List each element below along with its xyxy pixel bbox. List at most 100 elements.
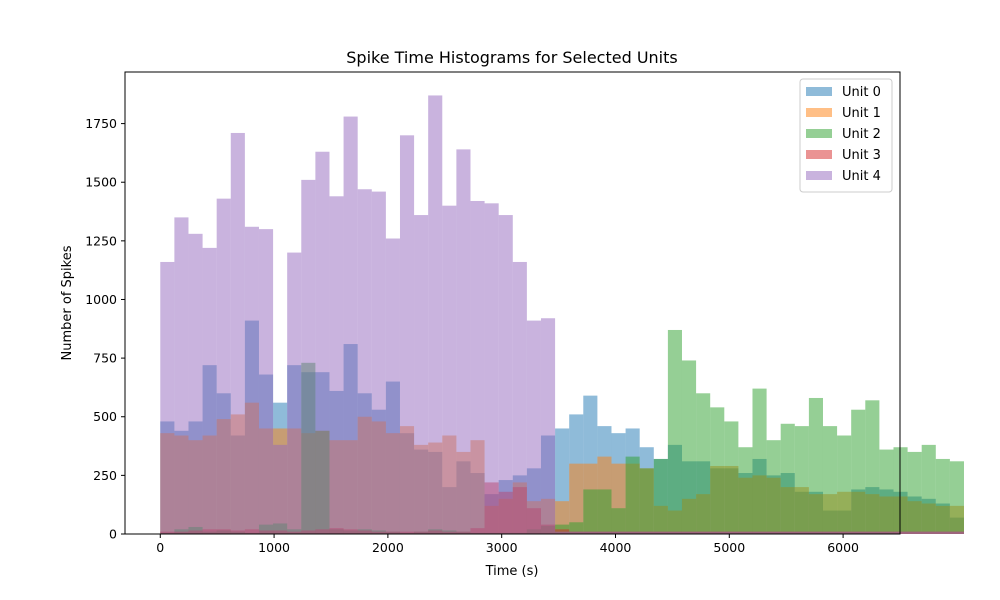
legend-label: Unit 4 [842,169,881,184]
histogram-bar [766,531,781,534]
histogram-bar [428,95,443,534]
histogram-bar [399,135,415,534]
histogram-bar [526,320,541,534]
x-tick-label: 1000 [258,540,290,555]
histogram-bar [949,461,964,534]
bars-layer [160,95,964,535]
legend-label: Unit 2 [842,127,881,142]
histogram-bar [160,261,175,534]
histogram-bar [738,531,753,534]
histogram-bar [639,468,654,534]
histogram-bar [837,531,852,534]
histogram-bar [921,531,936,534]
histogram-bar [230,132,245,534]
histogram-bar [738,447,753,534]
histogram-bar [555,531,570,534]
histogram-bar [851,409,866,534]
histogram-bar [216,198,231,534]
x-tick-label: 2000 [372,540,404,555]
histogram-bar [667,329,682,534]
histogram-bar [893,531,908,534]
histogram-bar [357,189,372,534]
histogram-bar [724,421,739,534]
y-tick-label: 750 [93,351,117,366]
histogram-bar [724,531,739,534]
histogram-bar [794,531,809,534]
histogram-bar [921,444,936,534]
histogram-bar [569,463,584,534]
y-tick-label: 1000 [85,292,117,307]
histogram-bar [851,531,866,534]
histogram-bar [385,238,400,534]
x-tick-label: 6000 [827,540,859,555]
histogram-bar [287,252,302,534]
histogram-bar [484,203,499,534]
histogram-bar [414,215,429,534]
histogram-bar [597,531,612,534]
histogram-bar [696,393,711,534]
histogram-bar [653,458,668,534]
histogram-bar [879,449,894,534]
y-tick-label: 500 [93,409,117,424]
histogram-bar [583,489,598,534]
y-tick-label: 1500 [85,175,117,190]
histogram-bar [569,522,584,534]
legend-swatch [806,108,832,117]
series-unit-4 [160,95,964,535]
histogram-bar [808,531,823,534]
histogram-bar [907,531,922,534]
x-tick-label: 3000 [486,540,518,555]
histogram-bar [569,531,584,534]
x-tick-label: 0 [156,540,164,555]
histogram-bar [935,531,950,534]
histogram-bar [710,407,725,534]
x-tick-label: 4000 [600,540,632,555]
histogram-bar [752,388,767,534]
histogram-bar [202,247,217,534]
y-tick-label: 250 [93,468,117,483]
histogram-bar [639,531,654,534]
histogram-bar [780,531,795,534]
histogram-bar [907,451,922,534]
histogram-bar [822,531,838,534]
histogram-bar [498,215,513,534]
plot-frame [124,71,901,535]
histogram-bar [188,233,203,534]
histogram-bar [837,435,852,534]
histogram-bar [371,191,386,534]
y-axis-ticks: 0 250 500 750 1000 1250 1500 1750 [85,116,125,542]
histogram-bar [681,531,697,534]
histogram-bar [611,508,626,534]
histogram-bar [174,217,189,534]
histogram-bar [540,318,556,534]
histogram-bar [456,149,471,534]
histogram-bar [583,531,598,534]
legend-swatch [806,87,832,96]
legend-swatch [806,171,832,180]
histogram-bar [273,444,288,534]
y-tick-label: 0 [109,527,117,542]
legend-label: Unit 3 [842,148,881,163]
histogram-bar [808,397,823,534]
histogram-bar [470,200,485,535]
histogram-bar [597,489,612,534]
y-tick-label: 1750 [85,116,117,131]
histogram-bar [681,360,697,534]
legend: Unit 0 Unit 1 Unit 2 Unit 3 Unit 4 [799,78,893,193]
histogram-bar [949,531,964,534]
histogram-bar [653,531,668,534]
histogram-bar [244,226,259,534]
histogram-bar [935,458,950,534]
y-axis-label: Number of Spikes [60,245,75,360]
histogram-bar [343,116,358,534]
histogram-bar [442,205,457,534]
histogram-bar [667,531,682,534]
legend-swatch [806,129,832,138]
histogram-bar [329,196,344,535]
y-tick-label: 1250 [85,233,117,248]
histogram-bar [752,531,767,534]
legend-label: Unit 0 [842,85,881,100]
histogram-bar [625,531,640,534]
